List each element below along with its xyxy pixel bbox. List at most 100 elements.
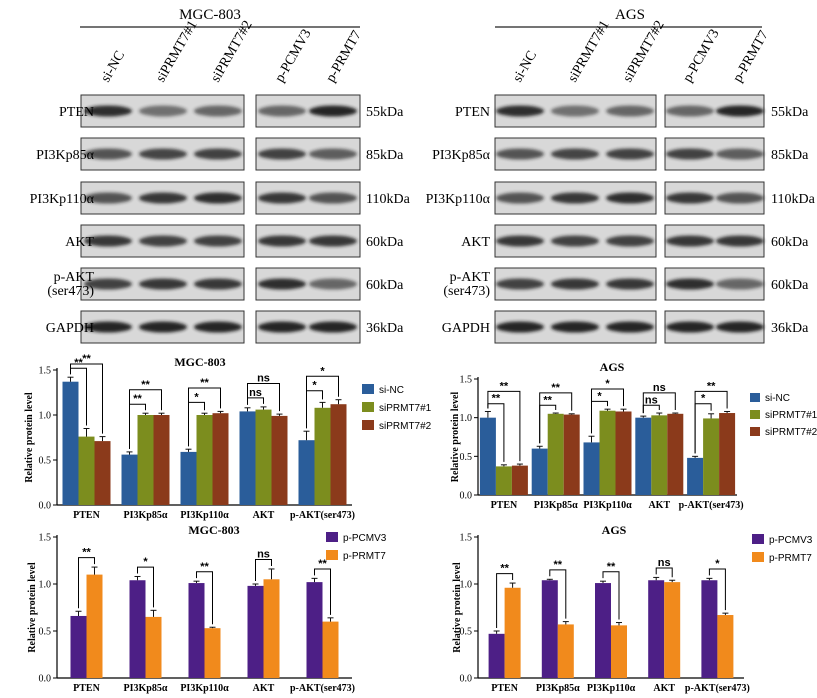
significance-bracket <box>602 571 620 620</box>
significance-label: ** <box>318 558 327 570</box>
significance-bracket <box>487 390 521 462</box>
significance-bracket <box>708 568 726 611</box>
y-tick-label: 0.0 <box>39 501 52 512</box>
bar-siprmt7-2-p-akt-ser473 <box>719 413 736 495</box>
significance-bracket <box>247 397 264 405</box>
blot-band <box>84 148 132 160</box>
significance-label: * <box>143 556 148 568</box>
x-tick-label: p-AKT(ser473) <box>685 683 750 694</box>
molecular-weight-label: 60kDa <box>771 278 809 293</box>
significance-bracket <box>78 557 95 609</box>
significance-bracket <box>196 571 213 625</box>
blot-band <box>258 192 306 204</box>
bar-si-nc-pi3kp85 <box>531 448 548 495</box>
x-tick-label: PI3Kp85α <box>124 683 168 694</box>
lane-label-si-nc: si-NC <box>510 49 540 85</box>
protein-label: GAPDH <box>46 321 94 336</box>
molecular-weight-label: 85kDa <box>771 148 809 163</box>
legend-swatch-siprmt7-1 <box>362 402 374 412</box>
x-tick-label: PTEN <box>491 500 518 511</box>
blot-band <box>666 192 714 204</box>
lane-label-siprmt7-1: siPRMT7#1 <box>565 18 612 85</box>
molecular-weight-label: 36kDa <box>771 321 809 336</box>
significance-label: * <box>701 393 706 405</box>
significance-label: ns <box>658 557 671 569</box>
blot-band <box>496 321 544 333</box>
molecular-weight-label: 55kDa <box>366 105 404 120</box>
blot-band <box>309 148 357 160</box>
bar-siprmt7-1-pi3kp110 <box>196 415 213 505</box>
bar-p-prmt7-p-akt-ser473 <box>717 615 734 678</box>
blot-band <box>606 105 654 117</box>
blot-band <box>309 105 357 117</box>
significance-label: ** <box>82 547 91 559</box>
blot-band <box>309 192 357 204</box>
significance-label: * <box>715 558 720 570</box>
protein-label: GAPDH <box>442 321 490 336</box>
blot-band <box>84 235 132 247</box>
bar-p-prmt7-akt <box>263 579 280 678</box>
blot-band <box>139 278 187 290</box>
significance-bracket <box>642 404 660 414</box>
blot-band <box>139 321 187 333</box>
legend-swatch-si-nc <box>750 393 760 402</box>
protein-label: PI3Kp85α <box>432 148 491 163</box>
significance-label: ** <box>200 377 209 389</box>
bar-siprmt7-2-pi3kp85 <box>563 414 580 495</box>
legend-label-siprmt7-1: siPRMT7#1 <box>379 403 432 414</box>
blot-band <box>258 321 306 333</box>
significance-label: * <box>320 365 325 377</box>
legend-swatch-p-prmt7 <box>326 550 338 560</box>
significance-label: * <box>597 390 602 402</box>
blot-band <box>551 192 599 204</box>
molecular-weight-label: 60kDa <box>771 235 809 250</box>
y-tick-label: 0.0 <box>39 674 52 685</box>
legend-swatch-siprmt7-1 <box>750 410 760 419</box>
blot-band <box>666 235 714 247</box>
significance-bracket <box>306 375 339 429</box>
significance-label: * <box>312 380 317 392</box>
significance-bracket <box>129 389 162 449</box>
bar-si-nc-pi3kp110 <box>180 451 197 505</box>
bar-p-prmt7-pi3kp85 <box>557 624 574 678</box>
bar-p-pcmv3-pi3kp110 <box>188 583 205 678</box>
x-tick-label: PTEN <box>491 683 518 694</box>
significance-label: ** <box>141 379 150 391</box>
y-tick-label: 1.0 <box>460 413 473 424</box>
significance-label: ** <box>551 382 560 394</box>
x-tick-label: PI3Kp110α <box>180 683 229 694</box>
molecular-weight-label: 60kDa <box>366 235 404 250</box>
significance-bracket <box>642 392 676 414</box>
x-tick-label: PI3Kp110α <box>583 500 632 511</box>
significance-label: ** <box>500 380 509 392</box>
molecular-weight-label: 36kDa <box>366 321 404 336</box>
blot-band <box>666 148 714 160</box>
legend-label-p-pcmv3: p-PCMV3 <box>769 535 813 546</box>
y-tick-label: 0.5 <box>39 456 52 467</box>
bar-si-nc-p-akt-ser473 <box>298 440 315 505</box>
x-tick-label: PI3Kp85α <box>534 500 578 511</box>
y-tick-label: 1.5 <box>460 375 473 386</box>
blot-band <box>496 192 544 204</box>
bar-p-prmt7-pi3kp85 <box>145 616 162 678</box>
bar-p-pcmv3-akt <box>648 580 665 678</box>
blot-band <box>258 235 306 247</box>
blot-band <box>496 278 544 290</box>
significance-bracket <box>255 559 272 581</box>
blot-band <box>139 105 187 117</box>
significance-label: ns <box>249 387 262 399</box>
protein-label: p-AKT <box>450 270 491 285</box>
blot-band <box>139 235 187 247</box>
significance-label: ns <box>257 373 270 385</box>
x-tick-label: PI3Kp85α <box>124 510 168 521</box>
significance-bracket <box>247 383 280 412</box>
protein-label-sub: (ser473) <box>443 284 490 299</box>
blot-band <box>716 105 764 117</box>
blot-band <box>139 148 187 160</box>
blot-band <box>551 105 599 117</box>
protein-label: p-AKT <box>54 270 95 285</box>
significance-label: ns <box>653 382 666 394</box>
y-tick-label: 0.5 <box>460 627 473 638</box>
significance-bracket <box>188 387 221 447</box>
bar-si-nc-pten <box>62 381 79 505</box>
